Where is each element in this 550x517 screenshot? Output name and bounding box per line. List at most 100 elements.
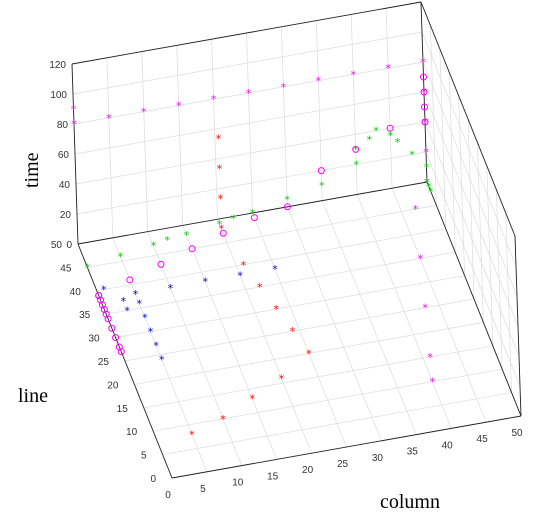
data-point: *: [409, 148, 415, 161]
x-tick-label: 15: [267, 471, 279, 482]
data-point: *: [422, 302, 428, 315]
data-point: *: [250, 393, 256, 406]
data-point: *: [148, 325, 154, 338]
y-tick-label: 45: [60, 263, 72, 274]
data-point: *: [203, 276, 209, 289]
floor-grid-line: [96, 228, 446, 292]
data-point: *: [424, 176, 430, 189]
data-point: *: [217, 163, 223, 176]
series-5: *************: [189, 133, 312, 442]
data-point: *: [273, 303, 279, 316]
data-point: *: [353, 158, 359, 171]
data-point: [104, 315, 112, 323]
data-point: *: [395, 136, 401, 149]
x-tick-label: 45: [477, 434, 489, 445]
data-point: *: [168, 282, 174, 295]
data-point: *: [153, 339, 159, 352]
right-wall-grid-line: [422, 61, 518, 297]
data-point: *: [413, 203, 419, 216]
y-tick-label: 25: [98, 357, 110, 368]
data-point: *: [142, 311, 148, 324]
x-tick-label: 50: [511, 428, 523, 439]
z-axis-label: time: [21, 152, 43, 188]
data-point: *: [189, 428, 195, 441]
back-wall-grid-line: [76, 151, 427, 215]
series-1: ** * * * * * * * * * **********: [71, 56, 436, 389]
data-point: [112, 334, 120, 342]
z-tick-label: 80: [57, 120, 69, 131]
floor-grid-line: [87, 205, 437, 268]
data-point: *: [423, 146, 429, 159]
data-point: *: [367, 133, 373, 146]
y-tick-label: 40: [70, 287, 82, 298]
y-tick-label: 30: [88, 334, 100, 345]
series-3: *** * ** * ******* * ******: [85, 125, 434, 275]
y-tick-label: 15: [117, 404, 129, 415]
z-tick-label: 60: [58, 150, 70, 161]
z-tick-label: 0: [66, 240, 72, 251]
data-point: [98, 301, 106, 309]
data-point: *: [250, 207, 256, 220]
data-point: *: [85, 261, 91, 274]
x-tick-label: 10: [232, 478, 244, 489]
data-point: *: [420, 56, 426, 69]
data-point: *: [121, 295, 127, 308]
data-point: *: [237, 269, 243, 282]
data-point: *: [385, 62, 391, 75]
data-point: *: [421, 86, 427, 99]
data-point: *: [427, 351, 433, 364]
data-point: *: [424, 161, 430, 174]
data-point: *: [218, 193, 224, 206]
data-point: *: [316, 75, 322, 88]
data-point: [317, 167, 325, 175]
back-wall-grid-line: [72, 31, 423, 95]
data-point: *: [184, 229, 190, 242]
x-tick-label: 35: [407, 447, 419, 458]
data-point: *: [279, 372, 285, 385]
data-point: *: [246, 87, 252, 100]
data-point: [386, 124, 394, 132]
data-point: *: [71, 103, 77, 116]
right-wall-grid-line: [421, 31, 517, 267]
data-point: [188, 245, 196, 253]
floor-grid-line: [115, 275, 465, 338]
y-tick-label: 10: [126, 427, 138, 438]
data-point: *: [159, 353, 165, 366]
axis-frame-edge: [426, 181, 522, 417]
y-tick-label: 0: [150, 474, 156, 485]
chart-tick-labels: 0510152025303540455005101520253035404550…: [49, 60, 523, 501]
floor-grid-line: [124, 298, 475, 362]
axis-frame-edge: [171, 415, 522, 479]
data-point: *: [151, 240, 157, 253]
data-point: *: [424, 176, 430, 189]
data-point: *: [71, 118, 77, 131]
axis-frame-edge: [71, 1, 422, 65]
data-point: *: [428, 185, 434, 198]
floor-grid-line: [134, 322, 484, 385]
floor-grid-line: [153, 368, 503, 432]
z-tick-label: 120: [49, 60, 66, 71]
right-wall-grid-line: [424, 121, 520, 357]
data-point: *: [306, 347, 312, 360]
data-point: [420, 88, 428, 96]
data-point: [95, 291, 103, 299]
data-point: [108, 324, 116, 332]
data-point: [352, 145, 360, 153]
data-point: *: [257, 281, 263, 294]
data-point: *: [241, 259, 247, 272]
data-point: *: [281, 81, 287, 94]
data-point: [97, 296, 105, 304]
data-point: *: [422, 116, 428, 129]
data-point: *: [319, 180, 325, 193]
data-point: [115, 343, 123, 351]
series-2: [95, 73, 429, 356]
data-point: *: [220, 413, 226, 426]
chart-grid: [71, 1, 522, 479]
data-point: *: [353, 143, 359, 156]
axis-frame-edge: [514, 235, 522, 417]
data-point: [420, 73, 427, 81]
data-point: *: [106, 112, 112, 125]
data-point: [102, 310, 110, 318]
data-point: *: [101, 284, 107, 297]
